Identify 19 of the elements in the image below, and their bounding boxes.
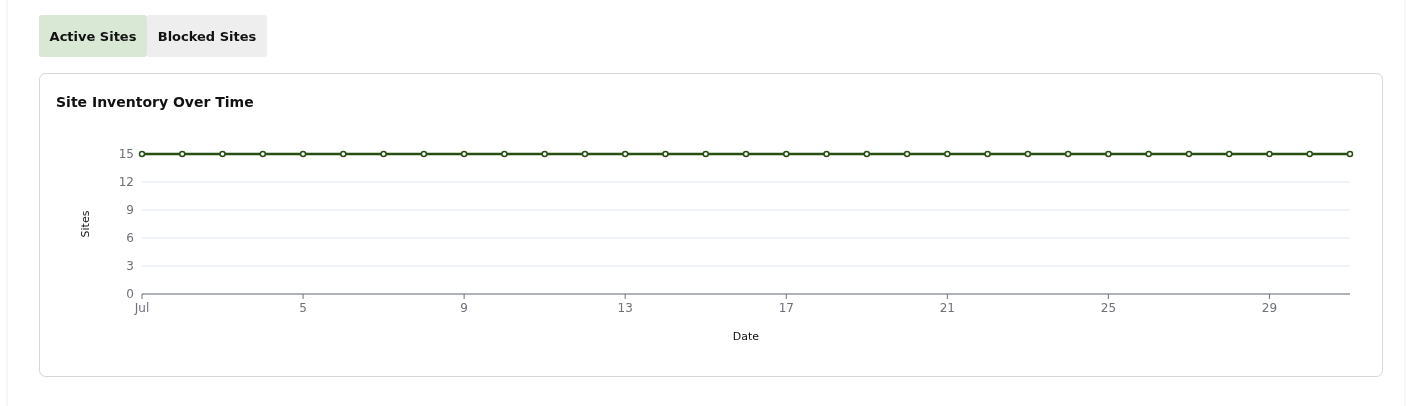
y-tick-label: 3 xyxy=(126,259,134,273)
tab-button: Active Sites xyxy=(39,15,147,57)
y-tick-label: 6 xyxy=(126,231,134,245)
y-axis-title: Sites xyxy=(79,210,92,238)
x-tick-label: 5 xyxy=(299,301,307,315)
x-tick-label: 17 xyxy=(778,301,794,315)
x-tick-label: 25 xyxy=(1100,301,1117,315)
x-tick-label: 21 xyxy=(939,301,955,315)
x-axis-title: Date xyxy=(732,330,760,343)
chart-title: Site Inventory Over Time xyxy=(56,94,254,110)
x-tick-label: Jul xyxy=(133,301,150,315)
y-tick-label: 12 xyxy=(118,175,134,189)
x-tick-label: 13 xyxy=(617,301,633,315)
x-tick-label: 9 xyxy=(460,301,468,315)
tab-button: Blocked Sites xyxy=(147,15,267,57)
y-tick-label: 15 xyxy=(118,147,134,161)
x-tick-label: 29 xyxy=(1261,301,1278,315)
y-tick-label: 9 xyxy=(126,203,134,217)
y-tick-label: 0 xyxy=(126,287,134,301)
